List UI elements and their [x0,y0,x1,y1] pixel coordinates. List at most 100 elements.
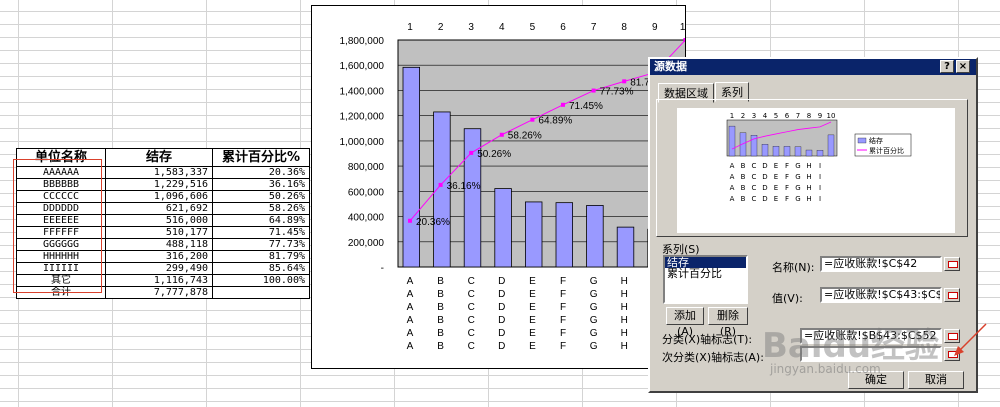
preview-bar [761,144,769,157]
preview-x2-tick: 6 [785,112,790,120]
cell-cumulative-pct[interactable]: 64.89% [212,214,310,227]
close-button[interactable]: × [956,60,970,73]
preview-x-tick: F [785,173,789,181]
help-button[interactable]: ? [940,60,954,73]
x-tick-label: B [437,328,444,339]
value-field[interactable]: =应收账款!$C$43:$C$52 [820,287,942,303]
preview-legend-label: 累计百分比 [869,146,904,155]
line-point [438,182,443,187]
cell-cumulative-pct[interactable]: 71.45% [212,226,310,239]
chart-preview: 1 2 3 4 5 6 7 8 9 10 A B C D E F G H I A B C D E F G H I A B C D E F G H I A B… [677,108,955,233]
cell-balance[interactable]: 299,490 [105,262,213,275]
delete-button[interactable]: 删除(R) [708,307,748,338]
cell-cumulative-pct[interactable]: 20.36% [212,166,310,179]
preview-x2-tick: 3 [752,112,756,120]
cell-cumulative-pct[interactable]: 58.26% [212,202,310,215]
preview-x-tick: C [752,184,757,192]
cell-balance[interactable]: 510,177 [105,226,213,239]
x-tick-label: A [407,276,414,287]
preview-x-tick: E [774,195,778,203]
header-cumulative-pct[interactable]: 累计百分比% [212,148,310,167]
cell-balance[interactable]: 1,116,743 [105,274,213,287]
preview-x-tick: I [819,195,821,203]
name-range-picker-icon[interactable] [944,257,960,271]
bar [402,66,421,268]
ok-button[interactable]: 确定 [848,371,904,389]
cell-balance[interactable]: 7,777,878 [105,286,213,299]
cell-cumulative-pct[interactable]: 77.73% [212,238,310,251]
header-unit-name[interactable]: 单位名称 [16,148,106,167]
x-tick-label: G [590,302,598,313]
dialog-titlebar[interactable]: 源数据 ? × [650,59,976,75]
value-label: 值(V): [772,292,803,305]
preview-x-tick: H [806,173,811,181]
cell-balance[interactable]: 1,583,337 [105,166,213,179]
line-point [530,117,535,122]
arrow-annotation-icon [954,323,987,356]
cell-cumulative-pct[interactable]: 81.79% [212,250,310,263]
x-tick-label: H [621,276,628,287]
bar [524,201,543,268]
cell-balance[interactable]: 1,229,516 [105,178,213,191]
cell-balance[interactable]: 316,200 [105,250,213,263]
watermark-url: jingyan.baidu.com [770,362,881,376]
data-label: 71.45% [569,101,603,112]
series-item-balance[interactable]: 结存 [665,257,746,268]
preview-x-tick: G [795,173,800,181]
x-tick-label: E [529,315,536,326]
x-tick-label: C [468,289,475,300]
x2-tick-label: 6 [560,22,566,33]
tab-series[interactable]: 系列 [715,82,749,102]
tab-panel: 1 2 3 4 5 6 7 8 9 10 A B C D E F G H I A B C D E F G H I A B C D E F G H I A B… [656,99,968,237]
chart-area[interactable]: 1,800,000 1,600,000 1,400,000 1,200,000 1,00… [311,5,686,369]
cell-balance[interactable]: 488,118 [105,238,213,251]
cell-balance[interactable]: 516,000 [105,214,213,227]
table-row: IIIIII 299,490 85.64% [16,262,310,275]
table-row: AAAAAA 1,583,337 20.36% [16,166,310,179]
preview-x2-tick: 9 [818,112,822,120]
tab-data-range[interactable]: 数据区域 [658,83,714,103]
cell-cumulative-pct[interactable]: 36.16% [212,178,310,191]
cell-balance[interactable]: 1,096,606 [105,190,213,203]
highlight-box [13,159,102,293]
add-button[interactable]: 添加(A) [666,307,704,338]
x-tick-label: B [437,302,444,313]
source-data-dialog[interactable]: 源数据 ? × 数据区域 系列 1 2 3 4 5 6 7 8 9 10 A B C D E F G H I A B C D E… [648,57,978,393]
header-balance[interactable]: 结存 [105,148,213,167]
name-field[interactable]: =应收账款!$C$42 [820,256,942,272]
dialog-tabs: 数据区域 系列 [658,82,750,103]
value-range-picker-icon[interactable] [944,288,960,302]
preview-x-tick: H [806,184,811,192]
x-tick-label: B [437,341,444,352]
preview-bar [783,146,791,157]
bar [463,128,482,268]
category-range-picker-icon[interactable] [944,329,960,343]
cell-cumulative-pct[interactable]: 100.00% [212,274,310,287]
preview-x2-tick: 7 [796,112,800,120]
y-tick-label: 1,200,000 [340,112,385,123]
series-listbox[interactable]: 结存 累计百分比 [663,255,748,304]
name-label: 名称(N): [772,261,815,274]
x2-tick-label: 5 [530,22,536,33]
category-axis-field[interactable]: =应收账款!$B$43:$C$52 [800,328,942,344]
preview-bar [816,150,824,157]
cell-cumulative-pct[interactable]: 85.64% [212,262,310,275]
preview-x-tick: I [819,173,821,181]
cell-balance[interactable]: 621,692 [105,202,213,215]
x-tick-label: F [560,341,566,352]
preview-x-tick: H [806,162,811,170]
preview-line [731,121,832,150]
cell-cumulative-pct[interactable]: 50.26% [212,190,310,203]
x2-tick-label: 2 [438,22,444,33]
x-tick-label: B [437,289,444,300]
x-tick-label: C [468,315,475,326]
preview-legend-label: 结存 [869,136,883,145]
preview-x-tick: E [774,173,778,181]
x-tick-label: C [468,328,475,339]
bar [555,202,574,268]
subcategory-axis-field[interactable] [800,346,942,362]
series-item-cumulative[interactable]: 累计百分比 [667,267,722,280]
x-tick-label: F [560,328,566,339]
cancel-button[interactable]: 取消 [908,371,964,389]
cell-cumulative-pct[interactable] [212,286,310,299]
